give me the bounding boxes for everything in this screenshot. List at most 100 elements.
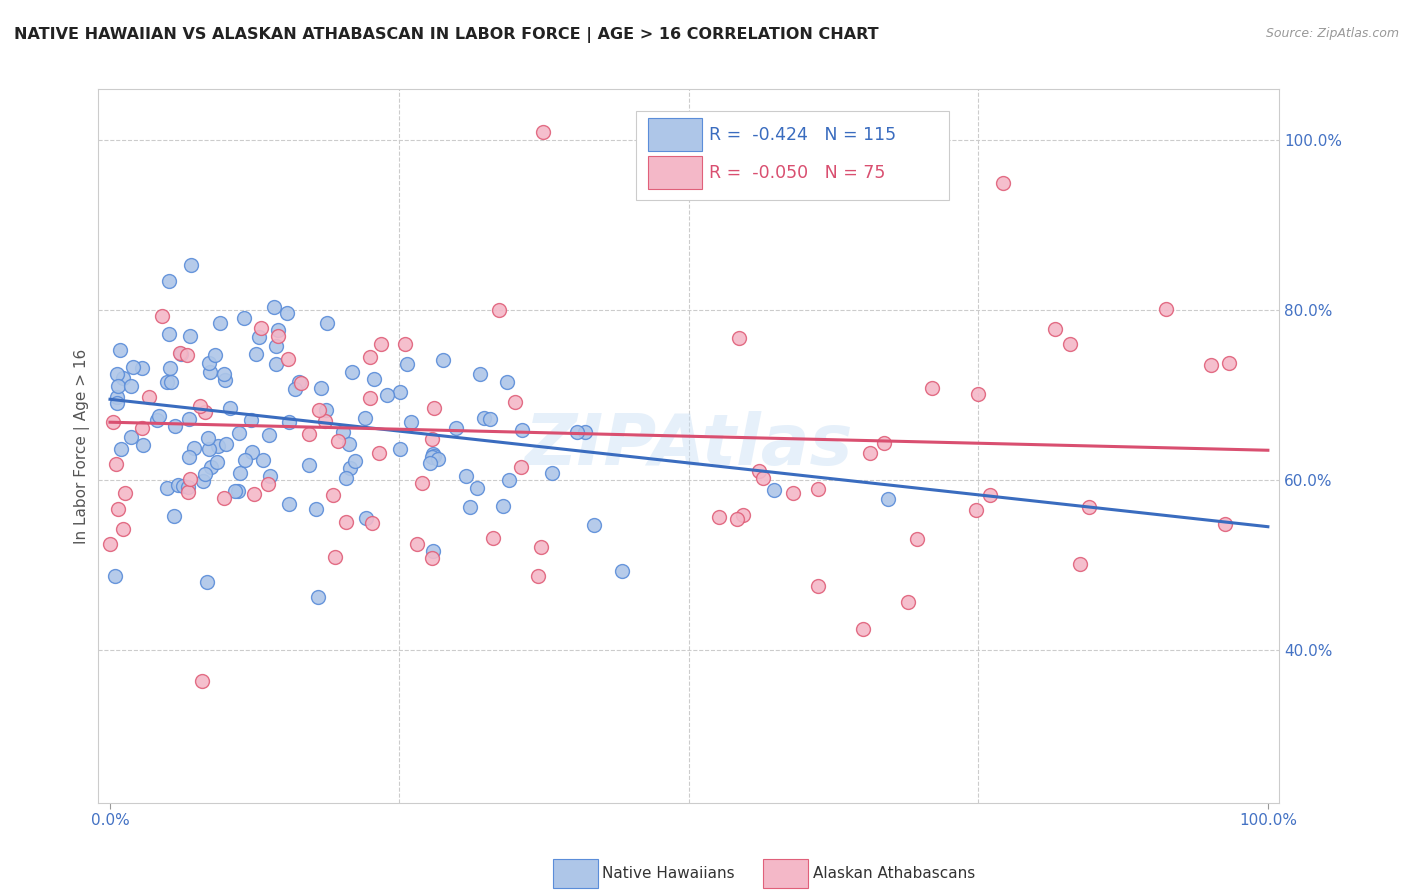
- Point: [214, 373, 236, 387]
- Point: [156, 481, 179, 495]
- Point: [339, 461, 361, 475]
- Point: [131, 421, 153, 435]
- Point: [288, 375, 311, 389]
- Point: [1213, 517, 1236, 532]
- Point: [197, 431, 219, 445]
- Point: [169, 346, 191, 360]
- Point: [610, 564, 633, 578]
- Point: [172, 479, 194, 493]
- Point: [163, 418, 186, 433]
- Point: [215, 437, 238, 451]
- Point: [396, 357, 419, 371]
- Text: Source: ZipAtlas.com: Source: ZipAtlas.com: [1265, 27, 1399, 40]
- Point: [111, 370, 134, 384]
- Point: [335, 470, 357, 484]
- Point: [370, 337, 392, 351]
- Point: [921, 381, 943, 395]
- Point: [108, 343, 131, 357]
- Point: [159, 376, 181, 390]
- Point: [474, 410, 496, 425]
- Point: [121, 430, 143, 444]
- Point: [420, 433, 443, 447]
- Point: [527, 569, 550, 583]
- Text: NATIVE HAWAIIAN VS ALASKAN ATHABASCAN IN LABOR FORCE | AGE > 16 CORRELATION CHAR: NATIVE HAWAIIAN VS ALASKAN ATHABASCAN IN…: [14, 27, 879, 43]
- Point: [252, 453, 274, 467]
- Point: [422, 401, 444, 415]
- Text: R =  -0.050   N = 75: R = -0.050 N = 75: [709, 164, 886, 182]
- Point: [360, 516, 382, 530]
- Point: [264, 357, 287, 371]
- Point: [315, 403, 337, 417]
- Point: [807, 579, 830, 593]
- Point: [138, 390, 160, 404]
- Point: [177, 480, 200, 494]
- Y-axis label: In Labor Force | Age > 16: In Labor Force | Age > 16: [75, 349, 90, 543]
- Point: [193, 474, 215, 488]
- Point: [311, 381, 333, 395]
- Point: [104, 568, 127, 582]
- Point: [107, 379, 129, 393]
- Point: [183, 441, 205, 455]
- Point: [852, 622, 875, 636]
- Text: R =  -0.424   N = 115: R = -0.424 N = 115: [709, 126, 896, 144]
- Point: [157, 327, 180, 342]
- Point: [228, 426, 250, 441]
- Point: [233, 453, 256, 467]
- Point: [167, 477, 190, 491]
- Point: [198, 442, 221, 456]
- Point: [224, 483, 246, 498]
- Text: Alaskan Athabascans: Alaskan Athabascans: [813, 866, 974, 880]
- Point: [337, 436, 360, 450]
- Point: [276, 306, 298, 320]
- Text: Native Hawaiians: Native Hawaiians: [602, 866, 734, 880]
- Point: [105, 367, 128, 381]
- Point: [179, 472, 201, 486]
- Point: [284, 382, 307, 396]
- Point: [343, 454, 366, 468]
- Point: [290, 376, 312, 390]
- Point: [163, 508, 186, 523]
- Point: [510, 423, 533, 437]
- Point: [132, 438, 155, 452]
- Point: [267, 324, 290, 338]
- Point: [194, 405, 217, 419]
- Point: [762, 483, 785, 498]
- Point: [335, 516, 357, 530]
- Point: [530, 540, 553, 554]
- Point: [1078, 500, 1101, 515]
- Point: [305, 502, 328, 516]
- Point: [582, 518, 605, 533]
- Point: [897, 595, 920, 609]
- Point: [359, 392, 381, 406]
- Point: [422, 447, 444, 461]
- Point: [752, 470, 775, 484]
- Point: [905, 532, 928, 546]
- Point: [356, 510, 378, 524]
- Point: [257, 428, 280, 442]
- Point: [307, 590, 329, 604]
- Point: [406, 537, 429, 551]
- Point: [1069, 558, 1091, 572]
- Point: [105, 390, 128, 404]
- Point: [503, 395, 526, 409]
- FancyBboxPatch shape: [648, 119, 702, 152]
- Point: [707, 509, 730, 524]
- Point: [245, 347, 267, 361]
- Point: [1156, 301, 1178, 316]
- Point: [218, 401, 240, 416]
- Point: [177, 484, 200, 499]
- Point: [242, 445, 264, 459]
- Point: [176, 348, 198, 362]
- FancyBboxPatch shape: [636, 111, 949, 200]
- Point: [340, 366, 363, 380]
- Point: [195, 574, 218, 589]
- Point: [243, 487, 266, 501]
- Point: [725, 512, 748, 526]
- Point: [458, 500, 481, 514]
- Point: [226, 484, 249, 499]
- Point: [368, 445, 391, 459]
- Point: [574, 425, 596, 439]
- Point: [394, 336, 416, 351]
- Point: [876, 491, 898, 506]
- Point: [399, 415, 422, 429]
